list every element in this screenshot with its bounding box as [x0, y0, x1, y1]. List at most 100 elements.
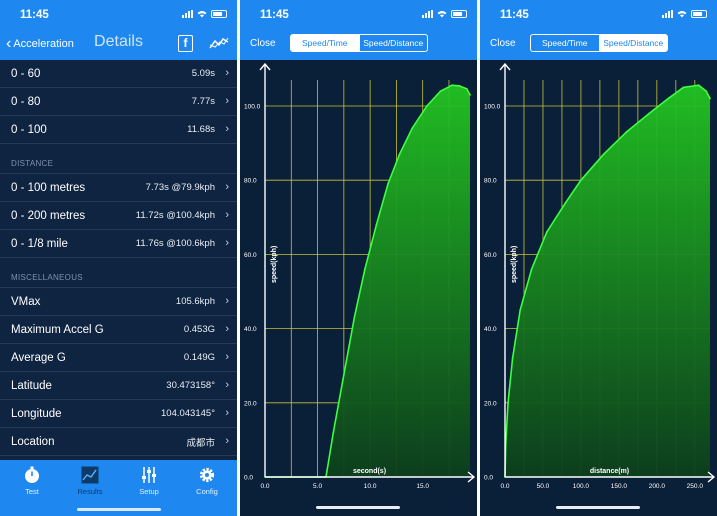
- x-axis-arrow: [467, 471, 476, 483]
- speed-time-chart[interactable]: 0.0 20.0 40.0 60.0 80.0 100.0 0.0 5.0 10.0 15.0 se…: [240, 60, 477, 516]
- data-point: [709, 97, 711, 100]
- row-label: 0 - 100: [11, 123, 47, 136]
- data-point: [519, 309, 522, 311]
- tab-bar: Test Results Setup Config: [0, 460, 237, 516]
- x-axis-label: second(s): [353, 468, 386, 475]
- data-point: [648, 112, 651, 115]
- row-value: 成都市: [186, 437, 215, 449]
- data-point: [425, 105, 428, 107]
- list-item[interactable]: 0 - 60 5.09s ›: [0, 60, 237, 88]
- cellular-signal-icon: [182, 10, 193, 18]
- nav-bar: 11:45 Close Speed/Time Speed/Distance: [480, 0, 717, 60]
- list-item[interactable]: Maximum Accel G 0.453G ›: [0, 316, 237, 344]
- row-label: 0 - 60: [11, 67, 41, 80]
- segment-speed-distance[interactable]: Speed/Distance: [363, 38, 424, 48]
- chart-mode-segmented-control: Speed/Time Speed/Distance: [290, 34, 428, 52]
- x-tick-label: 150.0: [611, 483, 628, 490]
- data-point: [530, 268, 533, 271]
- data-point: [667, 97, 670, 100]
- y-tick-label: 60.0: [484, 252, 497, 259]
- row-label: Longitude: [11, 407, 62, 420]
- status-icons: [422, 10, 467, 18]
- facebook-share-icon[interactable]: f: [178, 35, 193, 52]
- data-point: [411, 127, 414, 130]
- details-list: 0 - 60 5.09s › 0 - 80 7.77s › 0 - 100 11.68s ›…: [0, 60, 237, 460]
- tab-setup[interactable]: Setup: [129, 466, 169, 496]
- list-item[interactable]: 0 - 80 7.77s ›: [0, 88, 237, 116]
- list-item[interactable]: 0 - 100 11.68s ›: [0, 116, 237, 144]
- battery-icon: [211, 10, 227, 18]
- area-fill: [505, 85, 710, 477]
- segment-divider: [598, 35, 600, 51]
- close-button[interactable]: Close: [250, 38, 276, 49]
- wifi-icon: [197, 11, 207, 18]
- close-button[interactable]: Close: [490, 38, 516, 49]
- speed-distance-chart[interactable]: 0.0 20.0 40.0 60.0 80.0 100.0 0.0 50.0 100.0 150.…: [480, 60, 717, 516]
- x-tick-label: 15.0: [416, 483, 429, 490]
- tab-label: Test: [25, 487, 39, 496]
- y-tick-label: 0.0: [244, 475, 253, 482]
- status-time: 11:45: [20, 9, 49, 21]
- row-value: 5.09s: [191, 68, 215, 79]
- list-item[interactable]: Average G 0.149G ›: [0, 344, 237, 372]
- x-tick-label: 0.0: [260, 483, 269, 490]
- y-tick-label: 20.0: [244, 400, 257, 407]
- data-point: [682, 86, 685, 89]
- y-axis-label: speed(kph): [511, 246, 518, 283]
- tab-label: Config: [196, 487, 218, 496]
- status-time: 11:45: [260, 9, 289, 21]
- segment-divider: [358, 35, 360, 51]
- back-button[interactable]: ‹ Acceleration: [6, 35, 74, 52]
- chart-mode-segmented-control: Speed/Time Speed/Distance: [530, 34, 668, 52]
- segment-speed-time[interactable]: Speed/Time: [291, 35, 359, 51]
- chevron-right-icon: ›: [225, 237, 229, 249]
- tab-test[interactable]: Test: [12, 466, 52, 496]
- list-item[interactable]: VMax 105.6kph ›: [0, 288, 237, 316]
- series-line: [265, 84, 471, 478]
- list-item[interactable]: 0 - 1/8 mile 11.76s @100.6kph ›: [0, 230, 237, 258]
- tab-config[interactable]: Config: [187, 466, 227, 496]
- list-item[interactable]: Latitude 30.473158° ›: [0, 372, 237, 400]
- chevron-left-icon: ‹: [6, 35, 12, 52]
- row-label: Location: [11, 435, 55, 448]
- list-item[interactable]: 0 - 100 metres 7.73s @79.9kph ›: [0, 174, 237, 202]
- x-tick-label: 0.0: [500, 483, 509, 490]
- speed-distance-screen: 11:45 Close Speed/Time Speed/Distance 0.…: [480, 0, 717, 516]
- home-indicator[interactable]: [76, 508, 161, 511]
- x-tick-label: 50.0: [537, 483, 550, 490]
- y-tick-label: 20.0: [484, 400, 497, 407]
- nav-bar: 11:45 Close Speed/Time Speed/Distance: [240, 0, 477, 60]
- tab-label: Setup: [139, 487, 159, 496]
- row-label: Average G: [11, 351, 66, 364]
- list-item[interactable]: Location 成都市 ›: [0, 428, 237, 456]
- tab-results[interactable]: Results: [70, 466, 110, 496]
- data-point: [375, 223, 378, 226]
- data-point: [705, 90, 708, 93]
- data-point: [602, 153, 605, 156]
- y-axis-label: speed(kph): [271, 246, 278, 283]
- data-point: [451, 84, 454, 87]
- list-item[interactable]: Longitude 104.043145° ›: [0, 400, 237, 428]
- battery-icon: [691, 10, 707, 18]
- y-tick-label: 100.0: [484, 103, 501, 110]
- segment-speed-distance[interactable]: Speed/Distance: [599, 35, 667, 51]
- data-point: [363, 268, 366, 271]
- graph-icon: [81, 466, 99, 484]
- x-tick-label: 100.0: [573, 483, 590, 490]
- chevron-right-icon: ›: [225, 323, 229, 335]
- chart-icon[interactable]: [209, 36, 229, 50]
- data-point: [332, 431, 335, 434]
- stopwatch-icon: [25, 466, 39, 483]
- x-axis-label: distance(m): [590, 468, 629, 475]
- segment-speed-time[interactable]: Speed/Time: [541, 38, 588, 48]
- y-tick-label: 40.0: [244, 326, 257, 333]
- data-point: [545, 231, 548, 234]
- y-axis-arrow: [499, 62, 511, 71]
- data-point: [398, 153, 401, 156]
- y-tick-label: 80.0: [484, 178, 497, 185]
- row-value: 105.6kph: [175, 296, 215, 307]
- data-point: [697, 84, 700, 87]
- list-item[interactable]: 0 - 200 metres 11.72s @100.4kph ›: [0, 202, 237, 230]
- row-value: 11.72s @100.4kph: [135, 210, 215, 221]
- chevron-right-icon: ›: [225, 351, 229, 363]
